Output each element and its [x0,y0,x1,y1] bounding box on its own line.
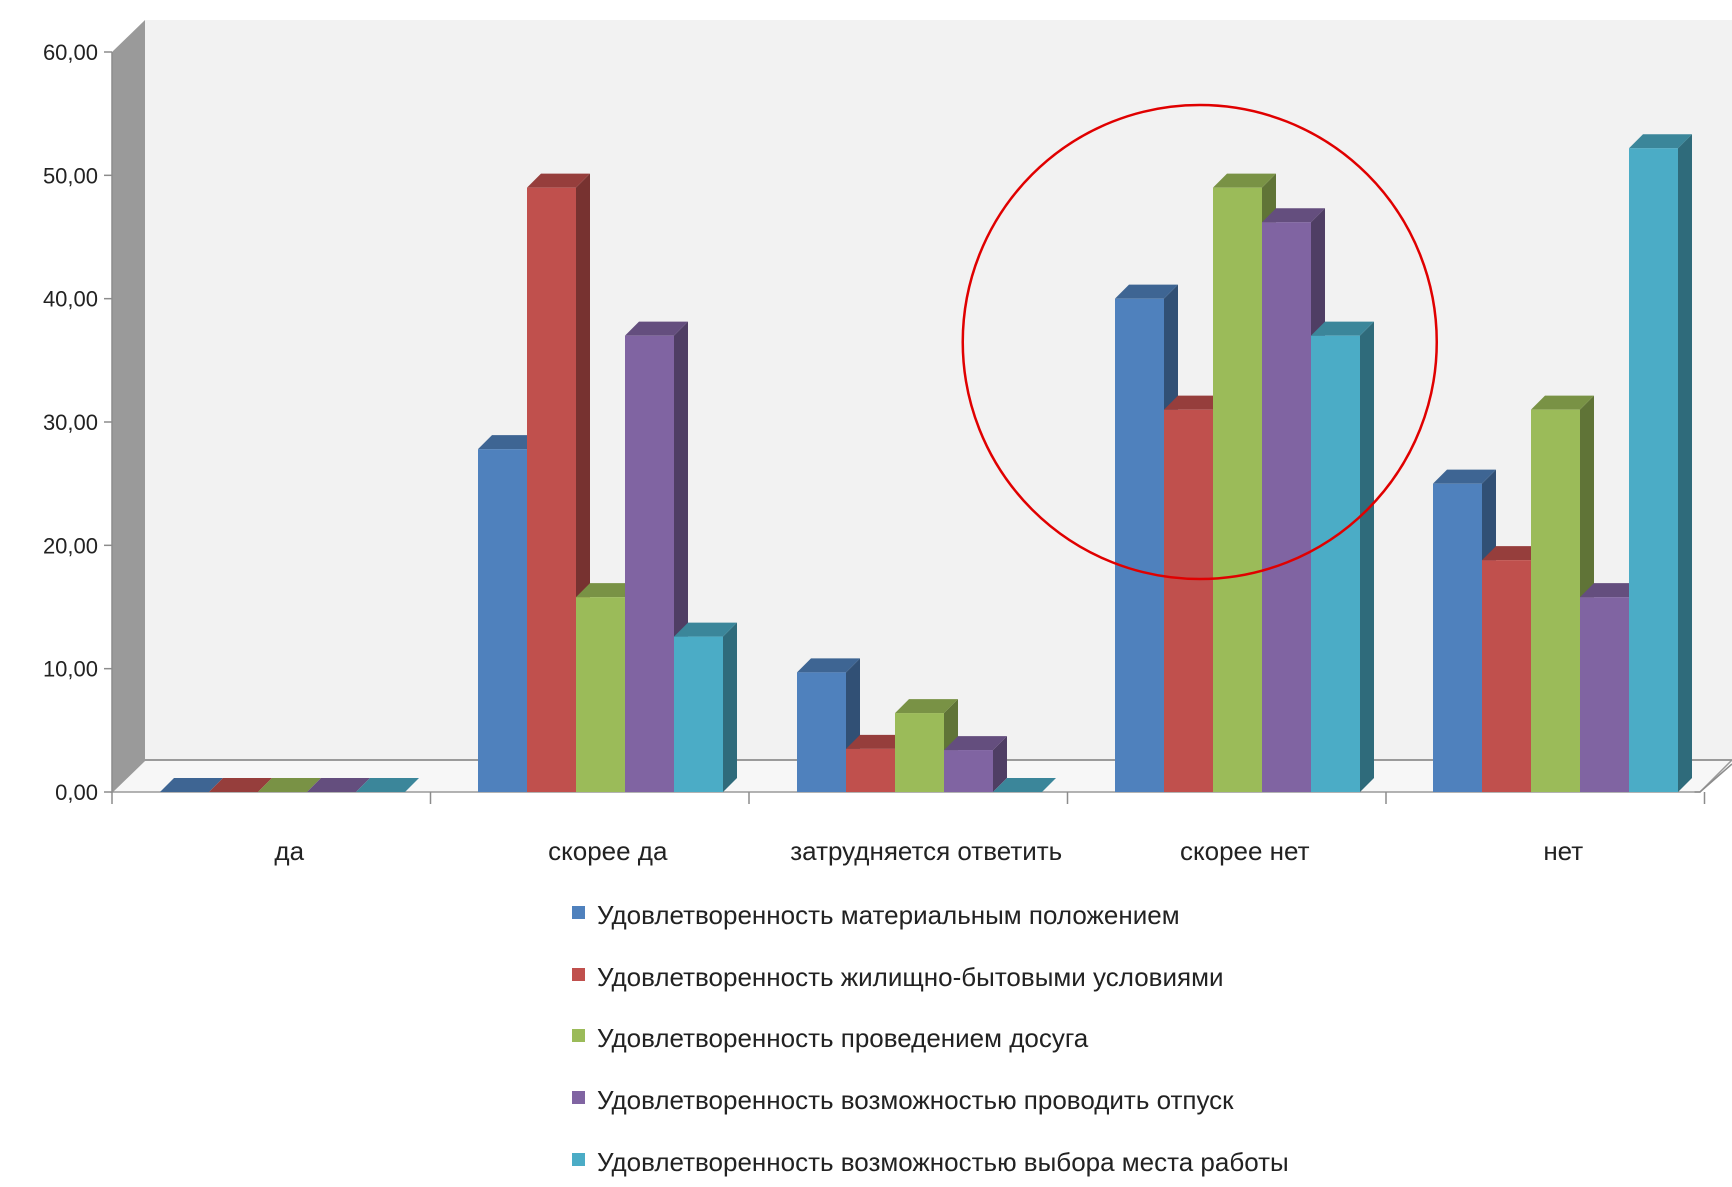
legend-item: Удовлетворенность материальным положение… [572,900,1180,930]
legend-label: Удовлетворенность жилищно-бытовыми услов… [597,962,1223,992]
y-tick-label: 50,00 [43,163,98,188]
legend-item: Удовлетворенность проведением досуга [572,1023,1089,1053]
bar [356,778,419,792]
legend-label: Удовлетворенность проведением досуга [597,1023,1089,1053]
bar [209,778,272,792]
legend-swatch [572,1091,585,1104]
highlight-circle [961,103,1438,581]
floor-right-edge [1694,763,1732,793]
legend-item: Удовлетворенность жилищно-бытовыми услов… [572,962,1223,992]
bars [160,134,1692,792]
bar [993,778,1056,792]
x-tick-label: скорее нет [1180,836,1310,866]
legend-item: Удовлетворенность возможностью проводить… [572,1085,1234,1115]
legend-swatch [572,1153,585,1166]
y-axis: 0,00 10,00 20,00 30,00 40,00 50,00 60,00 [43,40,113,805]
bar [1629,134,1692,792]
y-tick-label: 30,00 [43,410,98,435]
x-tick-label: да [274,836,304,866]
legend-label: Удовлетворенность материальным положение… [597,900,1180,930]
x-tick-label: нет [1543,836,1583,866]
y-tick-label: 20,00 [43,533,98,558]
bar [1311,321,1374,792]
category-labels: да скорее да затрудняется ответить скорее н… [274,836,1583,866]
x-axis [111,763,1732,804]
bar [258,778,321,792]
side-wall [112,20,145,792]
bar [674,622,737,792]
legend-swatch [572,906,585,919]
y-tick-label: 10,00 [43,657,98,682]
y-tick-label: 60,00 [43,40,98,65]
legend-swatch [572,1029,585,1042]
y-tick-label: 0,00 [55,780,98,805]
x-tick-label: затрудняется ответить [790,836,1062,866]
legend: Удовлетворенность материальным положение… [572,900,1289,1177]
x-tick-label: скорее да [548,836,668,866]
legend-swatch [572,968,585,981]
legend-label: Удовлетворенность возможностью проводить… [597,1085,1234,1115]
legend-label: Удовлетворенность возможностью выбора ме… [597,1147,1289,1177]
bar [944,736,1007,792]
bar [307,778,370,792]
bar [160,778,223,792]
legend-item: Удовлетворенность возможностью выбора ме… [572,1147,1289,1177]
y-tick-label: 40,00 [43,287,98,312]
